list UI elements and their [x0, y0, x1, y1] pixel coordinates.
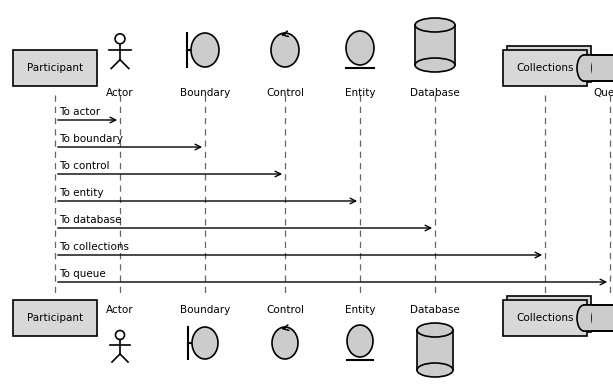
- Ellipse shape: [346, 31, 374, 65]
- Ellipse shape: [192, 327, 218, 359]
- Text: To actor: To actor: [59, 107, 100, 117]
- Text: Database: Database: [410, 305, 460, 315]
- Text: To entity: To entity: [59, 188, 104, 198]
- Bar: [584, 55, 591, 81]
- FancyBboxPatch shape: [503, 50, 587, 86]
- Text: To collections: To collections: [59, 242, 129, 252]
- Bar: [417, 330, 453, 370]
- Text: Queue: Queue: [593, 88, 613, 98]
- Ellipse shape: [415, 58, 455, 72]
- Text: Actor: Actor: [106, 88, 134, 98]
- Ellipse shape: [271, 33, 299, 67]
- FancyBboxPatch shape: [507, 46, 591, 82]
- Text: Entity: Entity: [345, 305, 375, 315]
- Text: Boundary: Boundary: [180, 305, 230, 315]
- Bar: [584, 55, 613, 81]
- Bar: [584, 305, 591, 331]
- Ellipse shape: [417, 363, 453, 377]
- Ellipse shape: [577, 305, 591, 331]
- Text: Control: Control: [266, 88, 304, 98]
- Text: Database: Database: [410, 88, 460, 98]
- Ellipse shape: [272, 327, 298, 359]
- Text: Control: Control: [266, 305, 304, 315]
- FancyBboxPatch shape: [503, 300, 587, 336]
- Text: Collections: Collections: [516, 63, 574, 73]
- Bar: [415, 25, 455, 65]
- Text: Boundary: Boundary: [180, 88, 230, 98]
- FancyBboxPatch shape: [13, 50, 97, 86]
- Ellipse shape: [347, 325, 373, 357]
- Text: To queue: To queue: [59, 269, 106, 279]
- Bar: [584, 305, 613, 331]
- Ellipse shape: [415, 18, 455, 32]
- Text: To boundary: To boundary: [59, 134, 123, 144]
- Text: Entity: Entity: [345, 88, 375, 98]
- FancyBboxPatch shape: [507, 296, 591, 332]
- Ellipse shape: [577, 55, 591, 81]
- Text: To database: To database: [59, 215, 121, 225]
- Text: Actor: Actor: [106, 305, 134, 315]
- Text: Collections: Collections: [516, 313, 574, 323]
- Ellipse shape: [417, 323, 453, 337]
- Text: Queue: Queue: [593, 305, 613, 315]
- Text: Participant: Participant: [27, 313, 83, 323]
- FancyBboxPatch shape: [13, 300, 97, 336]
- Text: Participant: Participant: [27, 63, 83, 73]
- Ellipse shape: [191, 33, 219, 67]
- Text: To control: To control: [59, 161, 110, 171]
